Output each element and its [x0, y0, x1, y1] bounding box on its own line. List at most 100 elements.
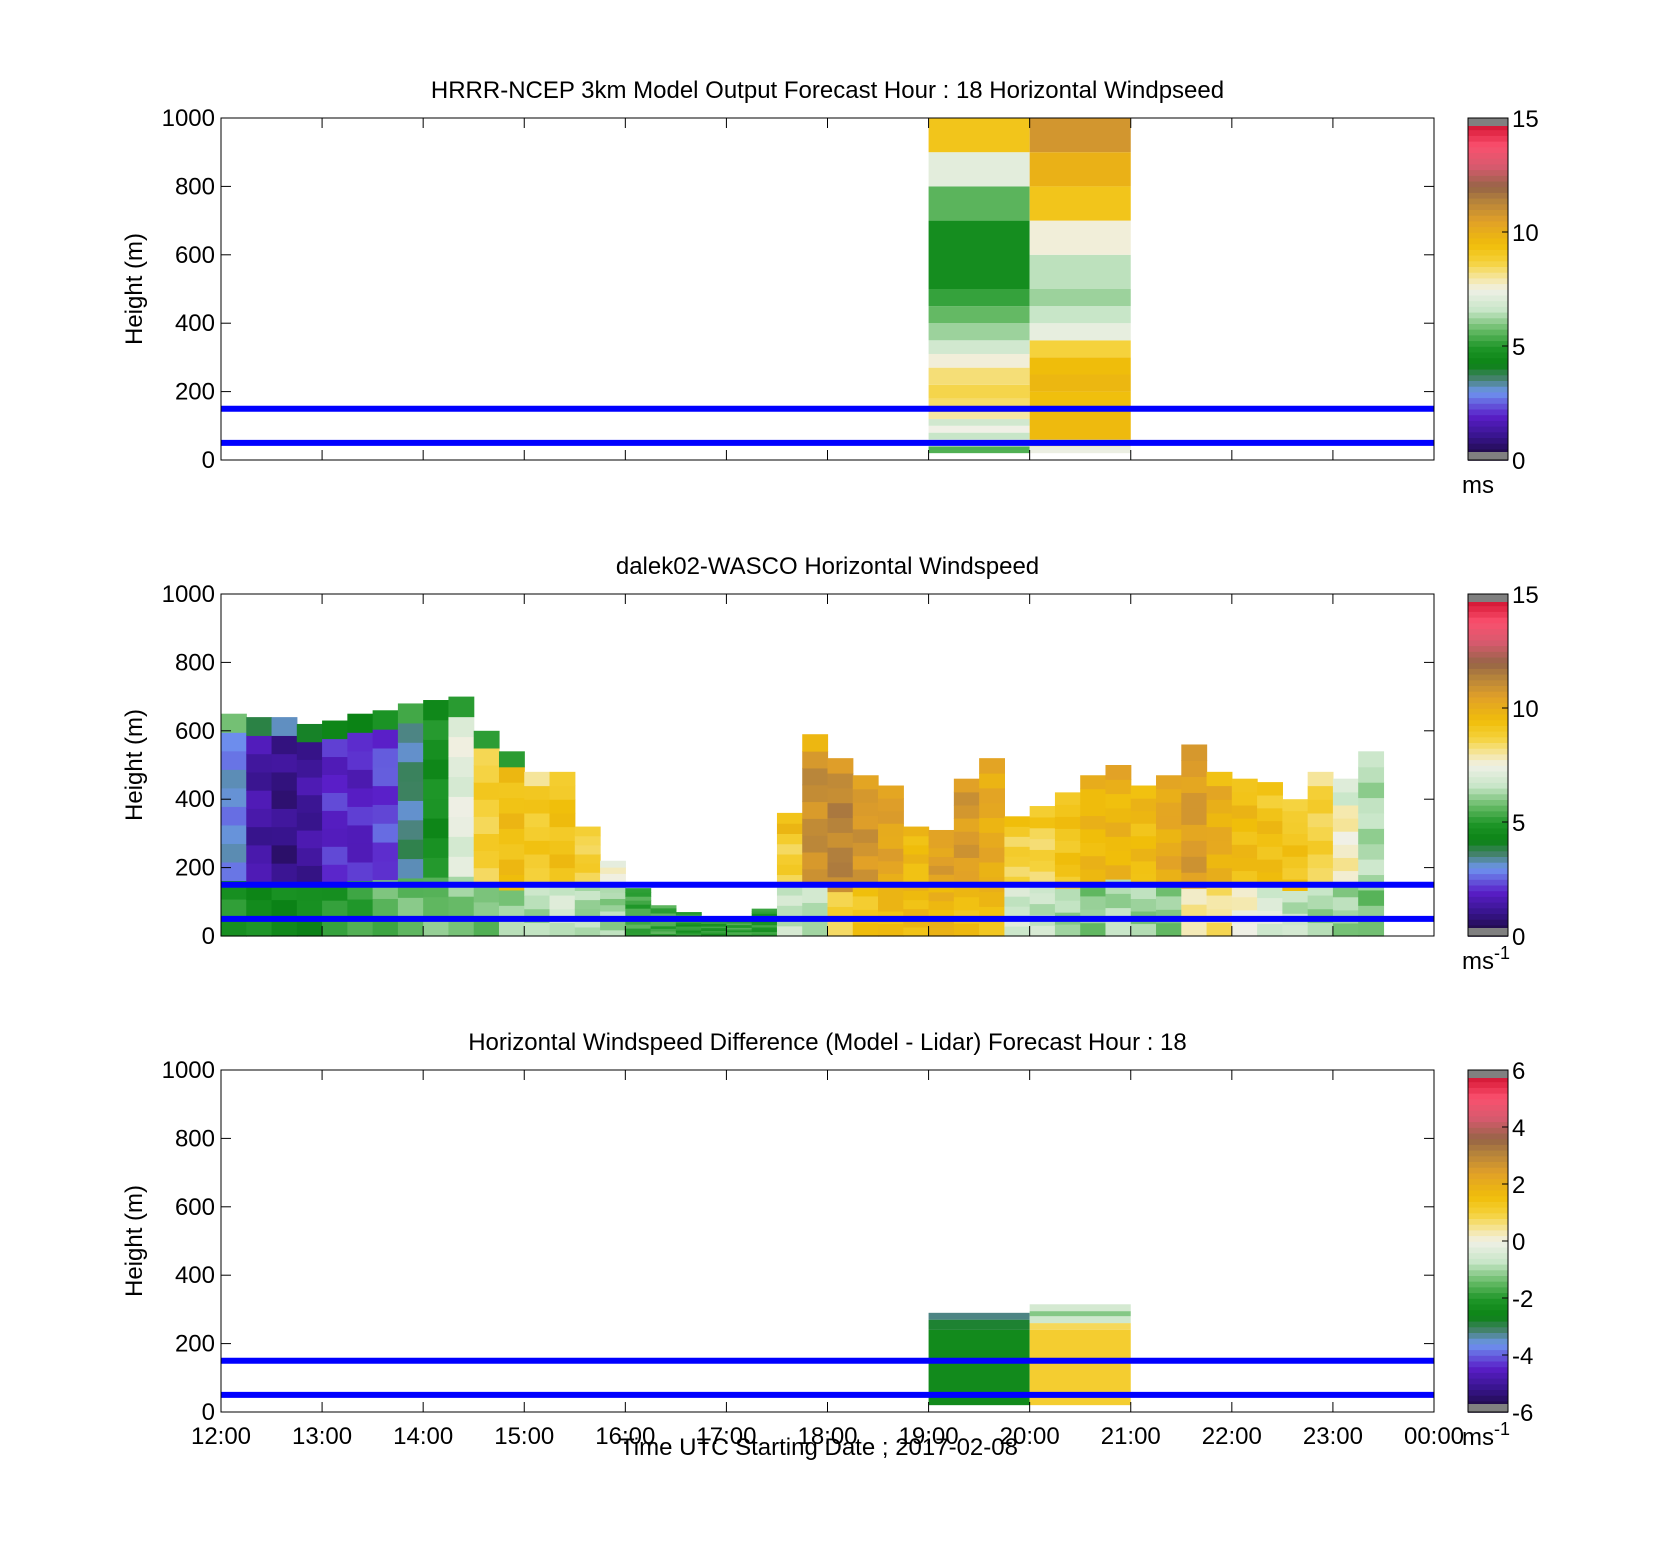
colorbar-segment [1468, 437, 1508, 444]
heatmap-cell [928, 847, 955, 858]
heatmap-cell [928, 323, 1030, 341]
heatmap-cell [271, 808, 298, 828]
colorbar-segment [1468, 226, 1508, 233]
heatmap-cell [827, 861, 854, 878]
heatmap-cell [1181, 776, 1208, 793]
heatmap-cell [1206, 894, 1233, 910]
heatmap-cell [296, 829, 323, 849]
heatmap-cell [878, 923, 904, 937]
colorbar-segment [1468, 690, 1508, 698]
colorbar-segment [1468, 696, 1508, 704]
heatmap-cell [549, 812, 576, 828]
y-tick-label: 400 [175, 1262, 215, 1289]
heatmap-cell [726, 933, 753, 936]
heatmap-cell [1332, 870, 1359, 885]
heatmap-cell [1332, 857, 1359, 872]
heatmap-cell [498, 920, 525, 937]
colorbar-segment [1468, 1275, 1508, 1282]
colorbar-segment [1468, 232, 1508, 239]
heatmap-cell [979, 802, 1005, 819]
heatmap-cell [1029, 306, 1131, 324]
heatmap-cell [1358, 859, 1385, 876]
heatmap-cell [246, 863, 273, 882]
colorbar-segment [1468, 736, 1508, 743]
heatmap-cell [549, 922, 576, 937]
heatmap-cell [1130, 860, 1157, 874]
colorbar-segment [1468, 425, 1508, 433]
heatmap-cell [928, 874, 955, 884]
heatmap-cell [1181, 760, 1208, 777]
y-tick-label: 800 [175, 649, 215, 676]
heatmap-cell [776, 833, 803, 845]
heatmap-cell [751, 908, 778, 912]
heatmap-cell [372, 766, 399, 787]
heatmap-cell [1080, 895, 1107, 910]
heatmap-cell [1358, 889, 1385, 906]
heatmap-cell [1231, 791, 1258, 806]
heatmap-cell [1080, 815, 1107, 830]
colorbar-tick-label: -6 [1512, 1400, 1533, 1427]
heatmap-cell [423, 837, 450, 858]
colorbar-segment [1468, 1377, 1508, 1385]
heatmap-cell [928, 289, 1030, 307]
colorbar-segment [1468, 1087, 1508, 1094]
colorbar-segment [1468, 1383, 1508, 1390]
heatmap-cell [878, 798, 904, 812]
heatmap-cell [751, 913, 778, 917]
heatmap-cell [600, 904, 626, 912]
y-tick-label: 1000 [162, 1057, 215, 1084]
heatmap-cell [498, 797, 525, 814]
heatmap-cell [448, 736, 475, 758]
heatmap-cell [625, 900, 652, 905]
heatmap-cell [1105, 765, 1132, 780]
heatmap-cell [827, 787, 854, 804]
heatmap-cell [1004, 856, 1031, 867]
heatmap-cell [1307, 771, 1334, 787]
colorbar-segment [1468, 1212, 1508, 1219]
y-tick-label: 400 [175, 310, 215, 337]
heatmap-cell [448, 856, 475, 877]
panel-title: dalek02-WASCO Horizontal Windspeed [616, 553, 1039, 580]
heatmap-cell [1282, 833, 1309, 846]
heatmap-cell [802, 835, 829, 853]
colorbar-segment [1468, 651, 1508, 658]
heatmap-cell [1257, 833, 1283, 847]
heatmap-cell [1080, 869, 1107, 884]
heatmap-cell [1257, 884, 1283, 899]
heatmap-cell [600, 873, 626, 881]
heatmap-cell [1181, 744, 1208, 762]
heatmap-cell [625, 920, 652, 925]
heatmap-cell [246, 735, 273, 755]
heatmap-cell [802, 784, 829, 803]
heatmap-cell [221, 898, 247, 919]
heatmap-cell [650, 933, 677, 937]
heatmap-cell [827, 891, 854, 907]
heatmap-cell [1206, 771, 1233, 787]
colorbar-segment [1468, 1332, 1508, 1339]
heatmap-cell [246, 917, 273, 937]
colorbar-segment [1468, 237, 1508, 245]
heatmap-cell [448, 836, 475, 857]
heatmap-cell [1231, 778, 1258, 793]
heatmap-cell [928, 186, 1030, 221]
heatmap-cell [751, 924, 778, 928]
heatmap-cell [1029, 838, 1056, 850]
colorbar-segment [1468, 323, 1508, 330]
colorbar-tick-label: 15 [1512, 582, 1539, 609]
colorbar-tick-label: -2 [1512, 1286, 1533, 1313]
heatmap-cell [625, 932, 652, 937]
heatmap-cell [1156, 922, 1182, 937]
heatmap-cell [701, 921, 728, 924]
heatmap-cell [1029, 871, 1056, 883]
heatmap-cell [1004, 836, 1031, 847]
colorbar-segment [1468, 1121, 1508, 1128]
heatmap-cell [448, 776, 475, 797]
heatmap-cells [221, 696, 1385, 937]
heatmap-cell [625, 892, 652, 897]
colorbar-tick-label: 15 [1512, 106, 1539, 133]
heatmap-cell [928, 220, 1030, 289]
heatmap-cell [423, 759, 450, 780]
heatmap-cell [852, 895, 879, 910]
colorbar-segment [1468, 605, 1508, 612]
heatmap-cell [802, 734, 829, 752]
